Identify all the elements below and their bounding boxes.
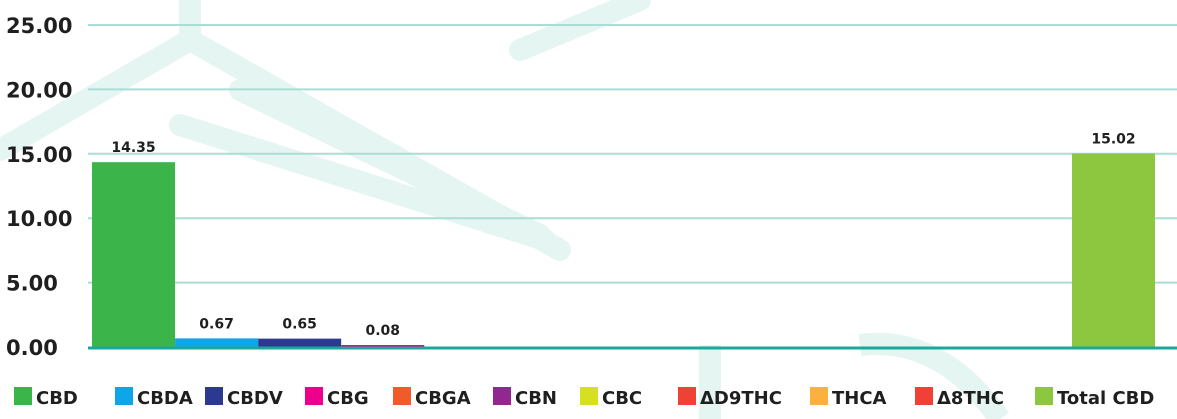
legend-swatch — [14, 387, 32, 405]
y-tick-label: 25.00 — [6, 14, 72, 38]
legend-item: CBG — [305, 387, 369, 409]
bars — [92, 153, 1155, 347]
watermark-stroke — [229, 79, 551, 246]
watermark-stroke — [0, 29, 201, 161]
legend-item: CBDA — [115, 387, 193, 409]
bar-total-cbd — [1072, 153, 1155, 347]
legend-label: CBC — [602, 388, 642, 409]
y-tick-label: 15.00 — [6, 143, 72, 167]
y-tick-label: 0.00 — [6, 336, 58, 360]
data-label: 0.65 — [282, 317, 317, 333]
legend-item: CBDV — [205, 387, 283, 409]
legend-label: CBDV — [227, 388, 283, 409]
legend-label: CBD — [36, 388, 78, 409]
legend-swatch — [678, 387, 696, 405]
legend-item: Δ8THC — [915, 387, 1004, 409]
data-labels: 14.35 0.67 0.65 0.08 15.02 — [111, 132, 1135, 339]
legend-swatch — [915, 387, 933, 405]
y-axis-ticks: 0.00 5.00 10.00 15.00 20.00 25.00 — [6, 14, 72, 360]
bar-cbdv — [258, 338, 342, 347]
legend-swatch — [493, 387, 511, 405]
legend-label: CBN — [515, 388, 557, 409]
legend-swatch — [305, 387, 323, 405]
legend-item: Total CBD — [1035, 387, 1154, 409]
legend-swatch — [580, 387, 598, 405]
legend-label: CBGA — [415, 388, 471, 409]
legend-swatch — [393, 387, 411, 405]
legend-item: CBGA — [393, 387, 471, 409]
gridlines — [88, 24, 1177, 284]
data-label: 15.02 — [1091, 132, 1135, 148]
legend-item: CBN — [493, 387, 557, 409]
legend-label: THCA — [832, 388, 887, 409]
legend-label: Δ8THC — [937, 388, 1004, 409]
watermark-stroke — [169, 114, 556, 251]
legend-swatch — [115, 387, 133, 405]
legend-label: CBG — [327, 388, 369, 409]
legend-label: Total CBD — [1057, 388, 1154, 409]
y-tick-label: 20.00 — [6, 78, 72, 102]
data-label: 14.35 — [111, 140, 155, 156]
y-tick-label: 10.00 — [6, 207, 72, 231]
legend-item: CBC — [580, 387, 642, 409]
legend-label: CBDA — [137, 388, 193, 409]
legend-label: ΔD9THC — [700, 388, 782, 409]
watermark-stroke — [699, 333, 1009, 419]
legend-swatch — [810, 387, 828, 405]
legend-item: CBD — [14, 387, 78, 409]
bar-cbg — [341, 345, 425, 347]
bar-cbd — [92, 162, 175, 347]
legend: CBD CBDA CBDV CBG CBGA CBN CBC ΔD9THC THCA Δ8THC T… — [14, 387, 1154, 409]
legend-swatch — [205, 387, 223, 405]
legend-item: THCA — [810, 387, 887, 409]
bar-cbda — [175, 338, 259, 347]
legend-item: ΔD9THC — [678, 387, 782, 409]
legend-swatch — [1035, 387, 1053, 405]
y-tick-label: 5.00 — [6, 272, 58, 296]
data-label: 0.67 — [199, 316, 234, 332]
data-label: 0.08 — [365, 323, 400, 339]
